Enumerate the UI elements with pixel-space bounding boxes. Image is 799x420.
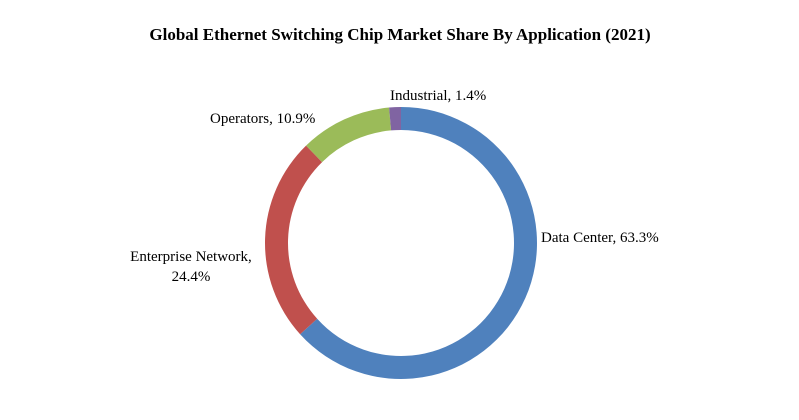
- chart-title: Global Ethernet Switching Chip Market Sh…: [149, 25, 650, 44]
- slice-label: Industrial, 1.4%: [390, 88, 487, 104]
- donut-slice: [264, 145, 323, 335]
- slice-label: Operators, 10.9%: [210, 111, 316, 127]
- donut-slice: [300, 107, 537, 379]
- donut-slice: [389, 107, 401, 131]
- slice-label: Enterprise Network, 24.4%: [130, 249, 252, 285]
- slice-label: Data Center, 63.3%: [541, 230, 659, 246]
- donut-slice: [306, 107, 392, 163]
